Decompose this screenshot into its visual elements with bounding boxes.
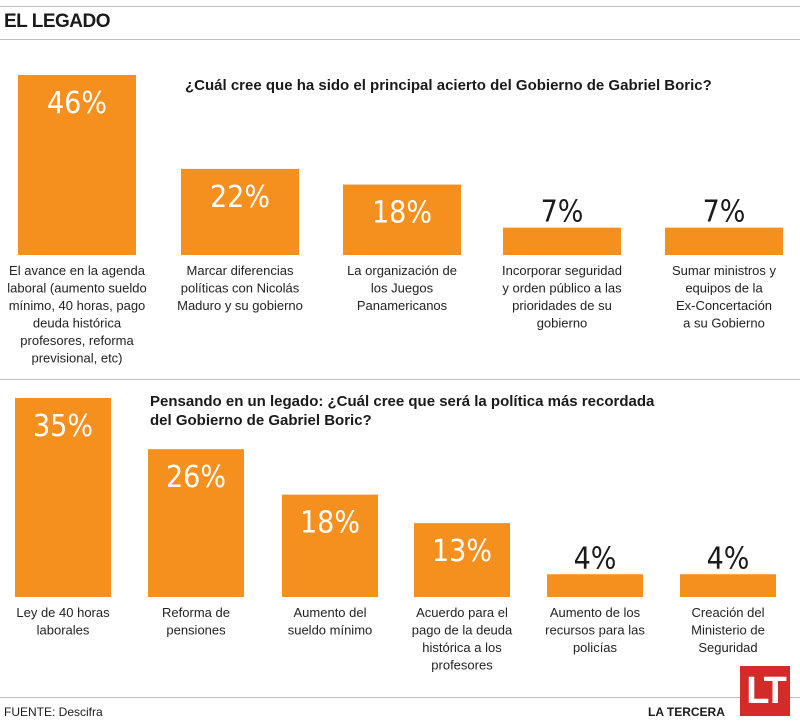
brand-name: LA TERCERA bbox=[648, 705, 725, 719]
source-note: FUENTE: Descifra bbox=[4, 705, 103, 719]
chart1-title: ¿Cuál cree que ha sido el principal acie… bbox=[185, 77, 712, 94]
bar bbox=[414, 523, 510, 597]
category-label: Aumento del bbox=[294, 605, 367, 620]
category-label: Sumar ministros y bbox=[672, 263, 777, 278]
bar bbox=[15, 398, 111, 597]
header-rule bbox=[0, 39, 800, 40]
category-label: Maduro y su gobierno bbox=[177, 298, 303, 313]
category-label: Aumento de los bbox=[550, 605, 641, 620]
bar bbox=[547, 574, 643, 597]
bar bbox=[503, 227, 621, 255]
category-label: Marcar diferencias bbox=[187, 263, 294, 278]
category-label: prioridades de su bbox=[512, 298, 612, 313]
category-label: pago de la deuda bbox=[412, 623, 513, 638]
bar bbox=[680, 574, 776, 597]
category-label: histórica a los bbox=[422, 640, 502, 655]
category-label: policías bbox=[573, 640, 618, 655]
bar bbox=[181, 168, 299, 255]
category-label: pensiones bbox=[166, 623, 226, 638]
category-label: Ministerio de bbox=[691, 623, 765, 638]
footer-rule bbox=[0, 697, 800, 698]
chart-acierto: 46% El avance en la agenda laboral (aument… bbox=[7, 75, 783, 366]
bar bbox=[18, 75, 136, 255]
top-rule bbox=[0, 6, 800, 7]
category-label: gobierno bbox=[537, 316, 588, 331]
bar-value-label: 4% bbox=[707, 541, 750, 576]
category-label: profesores bbox=[431, 658, 493, 673]
bar-value-label: 18% bbox=[300, 506, 360, 541]
section-rule bbox=[0, 379, 800, 380]
category-label: laborales bbox=[37, 623, 90, 638]
category-label: recursos para las bbox=[545, 623, 645, 638]
bar-value-label: 46% bbox=[47, 86, 107, 121]
bar bbox=[343, 184, 461, 255]
bar-value-label: 4% bbox=[574, 541, 617, 576]
category-label: equipos de la bbox=[685, 281, 763, 296]
bar-value-label: 7% bbox=[703, 195, 746, 230]
category-label: mínimo, 40 horas, pago bbox=[9, 298, 146, 313]
bar-value-label: 22% bbox=[210, 180, 270, 215]
category-label: Reforma de bbox=[162, 605, 230, 620]
bar-value-label: 18% bbox=[372, 196, 432, 231]
bar-value-label: 26% bbox=[166, 460, 226, 495]
page-title: EL LEGADO bbox=[4, 11, 111, 32]
category-label: y orden público a las bbox=[502, 281, 622, 296]
bar-value-label: 13% bbox=[432, 534, 492, 569]
category-label: Acuerdo para el bbox=[416, 605, 508, 620]
bar-value-label: 35% bbox=[33, 409, 93, 444]
category-label: Ex-Concertación bbox=[676, 298, 772, 313]
category-label: profesores, reforma bbox=[20, 333, 134, 348]
bar bbox=[665, 227, 783, 255]
category-label: los Juegos bbox=[371, 281, 434, 296]
bar bbox=[282, 494, 378, 597]
category-label: sueldo mínimo bbox=[288, 623, 373, 638]
category-label: El avance en la agenda bbox=[9, 263, 146, 278]
category-label: Incorporar seguridad bbox=[502, 263, 622, 278]
category-label: La organización de bbox=[347, 263, 457, 278]
category-label: Panamericanos bbox=[357, 298, 448, 313]
category-label: Ley de 40 horas bbox=[16, 605, 110, 620]
lt-logo: LT bbox=[740, 666, 790, 716]
category-label: Seguridad bbox=[698, 640, 757, 655]
category-label: a su Gobierno bbox=[683, 316, 765, 331]
category-label: políticas con Nicolás bbox=[181, 281, 300, 296]
bar-value-label: 7% bbox=[541, 195, 584, 230]
category-label: Creación del bbox=[692, 605, 765, 620]
bar bbox=[148, 449, 244, 597]
category-label: previsional, etc) bbox=[31, 351, 122, 366]
chart-legado: 35% Ley de 40 horas laborales 26% Reforma de… bbox=[15, 398, 776, 673]
category-label: deuda histórica bbox=[33, 316, 122, 331]
category-label: laboral (aumento sueldo bbox=[7, 281, 146, 296]
chart2-title: Pensando en un legado: ¿Cuál cree que se… bbox=[150, 393, 655, 429]
